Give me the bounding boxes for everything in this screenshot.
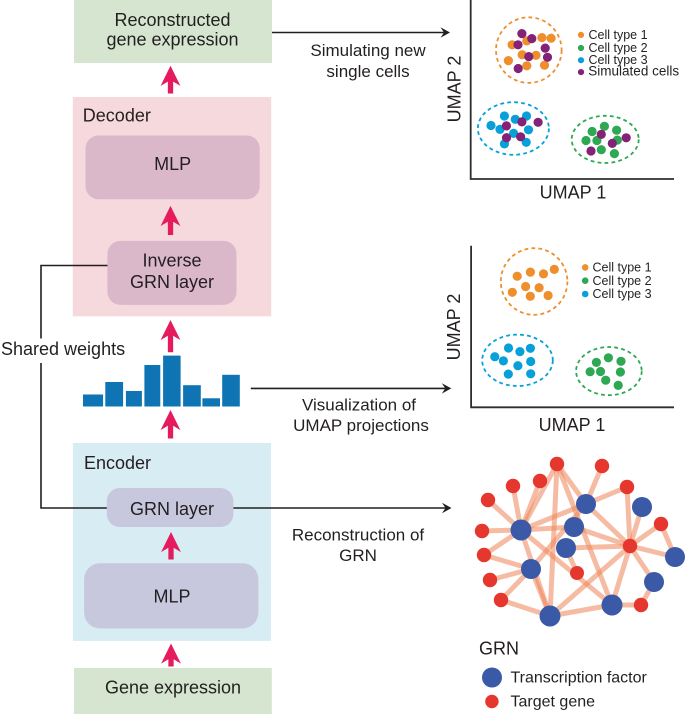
svg-text:Cell type 2: Cell type 2 — [589, 41, 648, 55]
svg-text:Simulating new: Simulating new — [310, 41, 426, 60]
svg-text:GRN layer: GRN layer — [130, 499, 214, 519]
svg-text:Target gene: Target gene — [511, 694, 596, 711]
svg-text:UMAP 1: UMAP 1 — [539, 415, 606, 435]
svg-text:gene expression: gene expression — [106, 30, 238, 50]
svg-text:Transcription factor: Transcription factor — [511, 670, 648, 687]
svg-text:Cell type 1: Cell type 1 — [593, 261, 652, 275]
svg-text:UMAP 2: UMAP 2 — [445, 56, 465, 123]
svg-text:Reconstructed: Reconstructed — [114, 10, 230, 30]
svg-text:UMAP projections: UMAP projections — [293, 416, 429, 435]
svg-text:MLP: MLP — [154, 154, 191, 174]
svg-text:Cell type 1: Cell type 1 — [589, 28, 648, 42]
svg-text:Cell type 2: Cell type 2 — [593, 274, 652, 288]
svg-text:UMAP 1: UMAP 1 — [540, 182, 607, 202]
svg-text:Simulated cells: Simulated cells — [588, 64, 679, 79]
svg-text:Visualization of: Visualization of — [302, 396, 416, 415]
svg-text:UMAP 2: UMAP 2 — [444, 294, 464, 361]
svg-text:Gene expression: Gene expression — [105, 678, 241, 698]
svg-text:GRN: GRN — [479, 639, 519, 659]
svg-text:Encoder: Encoder — [84, 453, 151, 473]
svg-text:Shared weights: Shared weights — [1, 339, 125, 359]
svg-text:Cell type 3: Cell type 3 — [593, 287, 652, 301]
svg-text:GRN layer: GRN layer — [130, 272, 214, 292]
svg-text:single cells: single cells — [326, 62, 409, 81]
svg-text:Inverse: Inverse — [142, 251, 201, 271]
svg-text:MLP: MLP — [153, 586, 190, 606]
svg-text:GRN: GRN — [339, 546, 377, 565]
svg-text:Cell type 3: Cell type 3 — [589, 53, 648, 67]
svg-text:Reconstruction of: Reconstruction of — [292, 526, 425, 545]
svg-text:Decoder: Decoder — [83, 105, 151, 125]
